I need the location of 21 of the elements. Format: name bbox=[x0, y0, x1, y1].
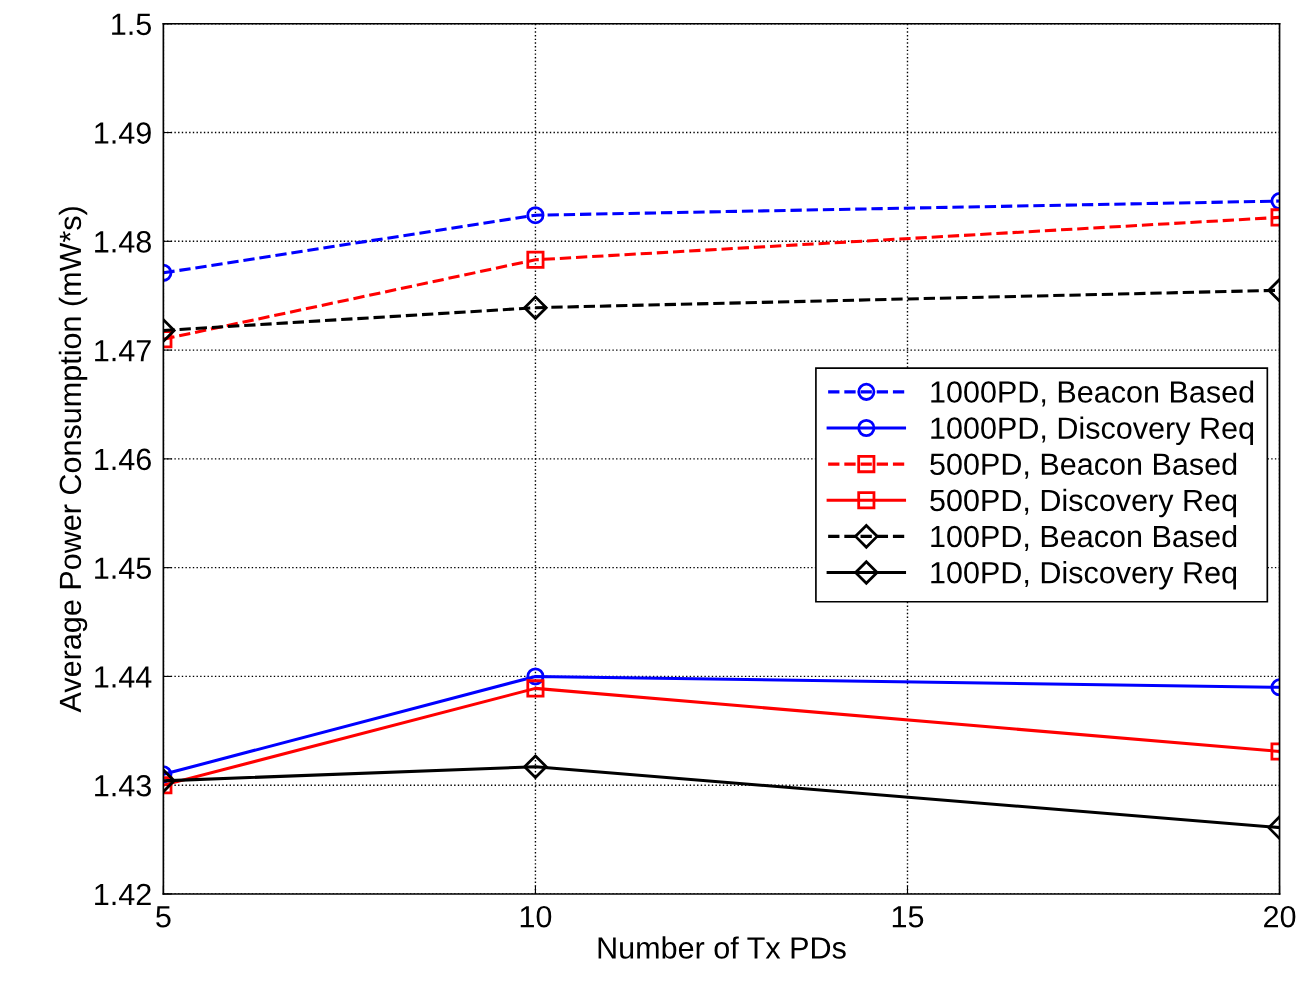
legend-label: 500PD, Beacon Based bbox=[930, 452, 1237, 479]
x-tick-label: 10 bbox=[520, 905, 552, 928]
legend-label: 1000PD, Beacon Based bbox=[931, 380, 1254, 407]
legend-label: 1000PD, Discovery Req bbox=[931, 416, 1254, 446]
y-tick-label: 1.48 bbox=[95, 231, 151, 253]
y-tick-label: 1.47 bbox=[95, 340, 151, 362]
legend-label: 100PD, Beacon Based bbox=[931, 524, 1237, 551]
x-tick-label: 15 bbox=[892, 906, 924, 928]
y-tick-label: 1.45 bbox=[95, 557, 151, 580]
y-tick-label: 1.5 bbox=[112, 13, 151, 36]
x-axis-title: Number of Tx PDs bbox=[598, 936, 846, 959]
y-axis-title: Average Power Consumption (mW*s) bbox=[58, 207, 88, 713]
y-tick-label: 1.43 bbox=[95, 774, 151, 797]
y-tick-label: 1.49 bbox=[95, 122, 151, 144]
y-tick-label: 1.44 bbox=[95, 666, 152, 688]
y-tick-label: 1.42 bbox=[95, 883, 151, 906]
y-tick-label: 1.46 bbox=[95, 448, 151, 471]
legend-label: 500PD, Discovery Req bbox=[930, 488, 1237, 518]
x-tick-label: 5 bbox=[156, 906, 171, 928]
x-tick-label: 20 bbox=[1264, 905, 1296, 928]
legend-label: 100PD, Discovery Req bbox=[931, 561, 1237, 590]
